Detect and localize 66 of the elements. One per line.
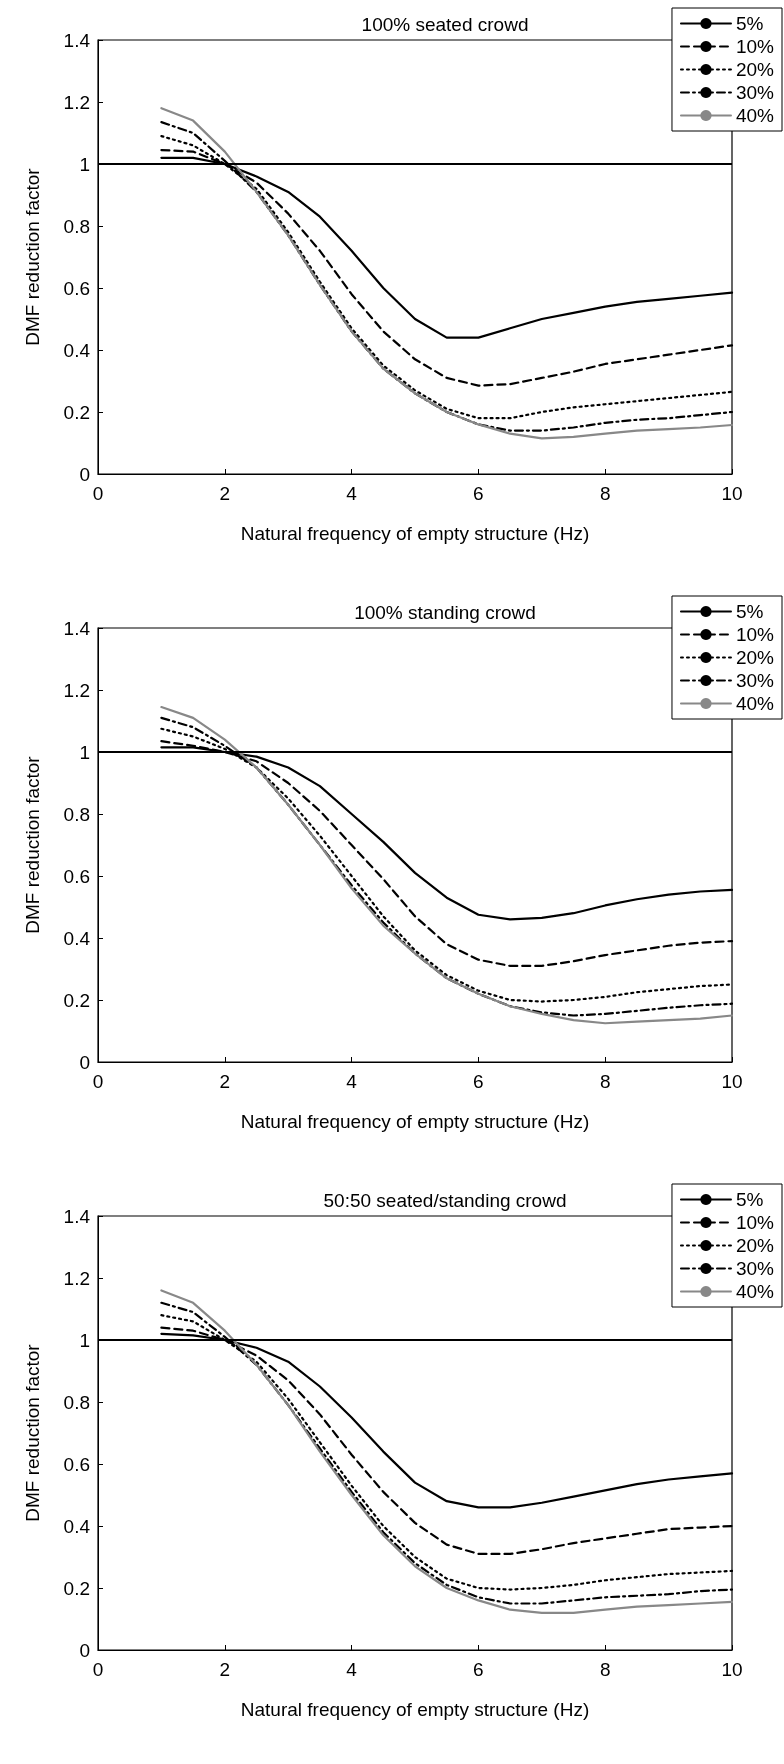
y-tick-label: 1.4 [63, 1205, 91, 1227]
x-tick-label: 10 [721, 1659, 743, 1680]
y-tick-label: 1.2 [63, 91, 90, 113]
x-tick-label: 4 [346, 483, 358, 504]
y-tick-label: 1 [79, 1329, 90, 1351]
y-tick-label: 0.6 [63, 277, 90, 299]
y-axis-title: DMF reduction factor [22, 167, 43, 346]
legend-label: 10% [735, 1212, 775, 1233]
y-tick-label: 0.8 [63, 1391, 90, 1413]
y-tick-label: 1 [79, 741, 90, 763]
y-tick-label: 0.2 [63, 401, 90, 423]
y-tick-label: 1 [79, 153, 90, 175]
x-tick-label: 8 [599, 1659, 611, 1680]
x-axis-title: Natural frequency of empty structure (Hz) [240, 523, 590, 544]
legend-label: 40% [735, 693, 775, 714]
y-tick-label: 0 [79, 1639, 90, 1661]
y-tick-label: 1.2 [63, 1267, 90, 1289]
x-tick-label: 4 [346, 1659, 358, 1680]
x-tick-label: 10 [721, 1071, 743, 1092]
chart-title: 100% standing crowd [354, 602, 536, 623]
y-tick-label: 1.2 [63, 679, 90, 701]
y-tick-label: 0.4 [63, 339, 91, 361]
x-tick-label: 10 [721, 483, 743, 504]
y-tick-label: 0.6 [63, 865, 90, 887]
chart-title: 100% seated crowd [361, 14, 529, 35]
x-tick-label: 6 [473, 1071, 484, 1092]
x-tick-label: 4 [346, 1071, 358, 1092]
x-tick-label: 2 [219, 1659, 231, 1680]
x-tick-label: 8 [599, 1071, 611, 1092]
legend-label: 40% [735, 105, 775, 126]
y-axis-title: DMF reduction factor [22, 1343, 43, 1522]
y-tick-label: 1.4 [63, 617, 91, 639]
legend-label: 40% [735, 1281, 775, 1302]
legend-label: 30% [735, 82, 775, 103]
y-tick-label: 0.2 [63, 989, 90, 1011]
x-tick-label: 2 [219, 483, 231, 504]
x-axis-title: Natural frequency of empty structure (Hz) [240, 1111, 590, 1132]
x-tick-label: 6 [473, 483, 484, 504]
legend-label: 5% [735, 13, 764, 34]
x-axis-title: Natural frequency of empty structure (Hz) [240, 1699, 590, 1720]
legend-label: 20% [735, 647, 775, 668]
legend-label: 5% [735, 601, 764, 622]
legend-label: 10% [735, 36, 775, 57]
y-axis-title: DMF reduction factor [22, 755, 43, 934]
legend-label: 30% [735, 1258, 775, 1279]
legend-label: 30% [735, 670, 775, 691]
x-tick-label: 8 [599, 483, 611, 504]
y-tick-label: 0.4 [63, 927, 91, 949]
legend-label: 20% [735, 1235, 775, 1256]
y-tick-label: 0.8 [63, 215, 90, 237]
x-tick-label: 6 [473, 1659, 484, 1680]
legend-label: 5% [735, 1189, 764, 1210]
y-tick-label: 0 [79, 463, 90, 485]
x-tick-label: 0 [92, 483, 104, 504]
chart-title: 50:50 seated/standing crowd [323, 1190, 567, 1211]
x-tick-label: 0 [92, 1071, 104, 1092]
y-tick-label: 0.8 [63, 803, 90, 825]
x-tick-label: 0 [92, 1659, 104, 1680]
legend-label: 10% [735, 624, 775, 645]
x-tick-label: 2 [219, 1071, 231, 1092]
y-tick-label: 0 [79, 1051, 90, 1073]
legend-label: 20% [735, 59, 775, 80]
y-tick-label: 0.4 [63, 1515, 91, 1537]
y-tick-label: 0.2 [63, 1577, 90, 1599]
y-tick-label: 1.4 [63, 29, 91, 51]
y-tick-label: 0.6 [63, 1453, 90, 1475]
